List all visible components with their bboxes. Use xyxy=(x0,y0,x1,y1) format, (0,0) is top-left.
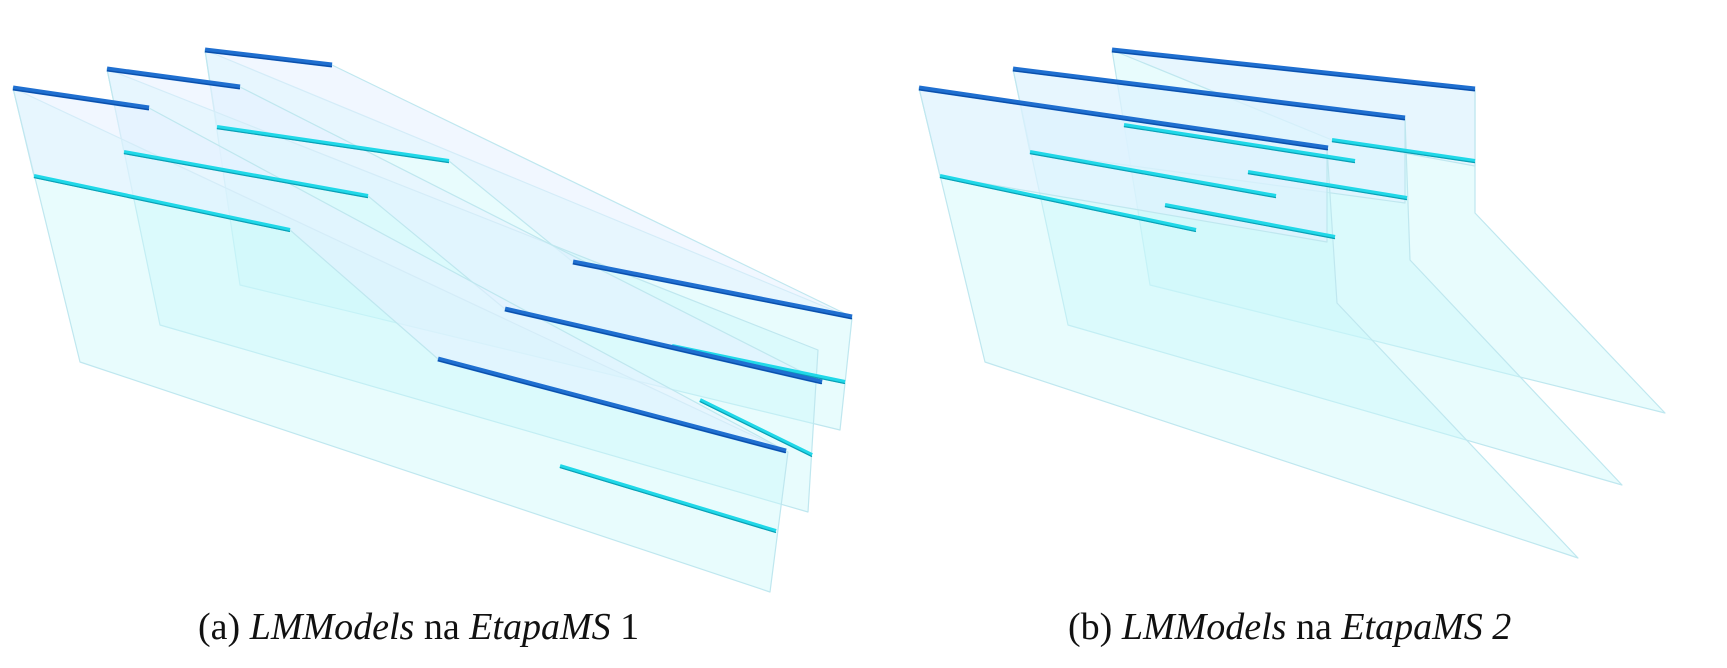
caption-b-prefix: (b) xyxy=(1068,606,1122,648)
dark-segment-b-middle xyxy=(1012,66,1406,121)
cyan-segment-a-middle-right xyxy=(699,398,813,458)
dark-segment-a-back-left xyxy=(204,47,333,68)
caption-b-stage: EtapaMS 2 xyxy=(1341,606,1512,648)
caption-b-middle: na xyxy=(1286,606,1342,648)
cyan-segment-a-middle-left xyxy=(123,150,369,199)
dark-segment-b-front xyxy=(918,85,1329,151)
cyan-segment-b-middle-right xyxy=(1247,170,1408,201)
dark-segment-a-middle-right xyxy=(504,306,823,385)
caption-b: (b) LMModels na EtapaMS 2 xyxy=(1068,603,1511,651)
cyan-segment-b-front-right xyxy=(1164,203,1336,240)
caption-a-middle: na xyxy=(414,606,470,648)
dark-segment-a-front-right xyxy=(437,356,787,454)
dark-segment-b-back xyxy=(1111,47,1476,92)
cyan-segment-a-front-right xyxy=(559,464,777,534)
cyan-segment-b-front-left xyxy=(939,174,1197,233)
caption-a-prefix: (a) xyxy=(198,606,250,648)
caption-a-suffix: 1 xyxy=(610,606,640,648)
cyan-segment-b-middle-left xyxy=(1029,150,1277,199)
caption-a: (a) LMModels na EtapaMS 1 xyxy=(198,603,639,651)
cyan-segment-a-front-left xyxy=(33,174,291,233)
dark-segment-a-front-left xyxy=(12,85,150,111)
caption-a-stage: EtapaMS xyxy=(469,606,611,648)
caption-b-model: LMModels xyxy=(1121,606,1287,648)
caption-a-model: LMModels xyxy=(249,606,415,648)
cyan-segment-b-back-left xyxy=(1331,138,1476,164)
cyan-segment-b-back-right xyxy=(1123,123,1356,164)
dark-segment-a-back-right xyxy=(572,259,853,320)
dark-segment-a-middle-left xyxy=(106,66,241,90)
cyan-segment-a-back-left xyxy=(216,125,450,164)
